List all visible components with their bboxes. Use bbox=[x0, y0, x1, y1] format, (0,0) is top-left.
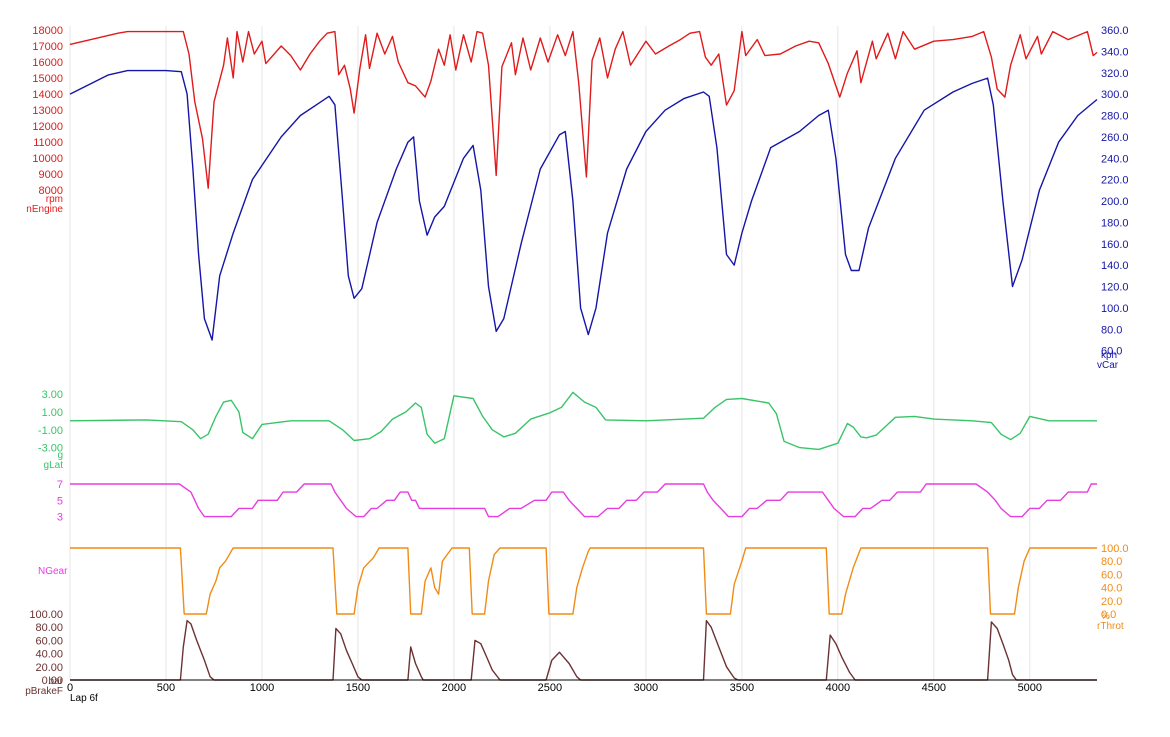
axis-name-vcar: vCar bbox=[1097, 360, 1119, 371]
y-tick-vcar: 160.0 bbox=[1101, 239, 1129, 251]
axis-name-pbrakef: pBrakeF bbox=[25, 686, 63, 697]
y-tick-vcar: 120.0 bbox=[1101, 282, 1129, 294]
x-tick-label: 5000 bbox=[1018, 682, 1042, 694]
y-tick-vcar: 80.0 bbox=[1101, 324, 1122, 336]
y-tick-pbrakef: 100.00 bbox=[29, 609, 63, 621]
x-tick-label: 3500 bbox=[730, 682, 754, 694]
y-tick-vcar: 180.0 bbox=[1101, 217, 1129, 229]
axis-name-nengine: nEngine bbox=[26, 204, 63, 215]
y-tick-nengine: 16000 bbox=[32, 57, 63, 69]
axis-unit-vcar: kph bbox=[1101, 350, 1117, 361]
y-tick-rthrot: 60.0 bbox=[1101, 569, 1122, 581]
x-tick-label: 4500 bbox=[922, 682, 946, 694]
series-ngear-line bbox=[70, 483, 1097, 518]
x-tick-label: 2000 bbox=[442, 682, 466, 694]
y-tick-rthrot: 100.0 bbox=[1101, 543, 1129, 555]
y-tick-nengine: 11000 bbox=[33, 137, 63, 149]
y-tick-pbrakef: 40.00 bbox=[35, 649, 63, 661]
x-tick-label: 3000 bbox=[634, 682, 658, 694]
y-tick-vcar: 320.0 bbox=[1101, 68, 1129, 80]
y-tick-ngear: 3 bbox=[57, 512, 63, 524]
y-tick-vcar: 300.0 bbox=[1101, 89, 1129, 101]
y-tick-rthrot: 80.0 bbox=[1101, 556, 1122, 568]
x-gridlines bbox=[69, 26, 1031, 680]
y-tick-pbrakef: 60.00 bbox=[35, 635, 63, 647]
y-tick-glat: -3.00 bbox=[38, 443, 63, 455]
y-tick-pbrakef: 80.00 bbox=[35, 622, 63, 634]
x-tick-label: 1500 bbox=[346, 682, 370, 694]
y-tick-nengine: 15000 bbox=[32, 73, 63, 85]
y-tick-rthrot: 40.0 bbox=[1101, 583, 1122, 595]
y-tick-vcar: 140.0 bbox=[1101, 260, 1129, 272]
axis-name-ngear: NGear bbox=[38, 566, 68, 577]
axis-unit-glat: g bbox=[57, 450, 63, 461]
y-tick-rthrot: 0.0 bbox=[1101, 609, 1116, 621]
y-tick-nengine: 9000 bbox=[39, 169, 63, 181]
y-tick-vcar: 360.0 bbox=[1101, 25, 1129, 37]
y-tick-ngear: 5 bbox=[57, 495, 63, 507]
x-tick-label: 500 bbox=[157, 682, 175, 694]
axis-unit-pbrakef: bar bbox=[49, 676, 64, 687]
series-nengine-line bbox=[69, 30, 1098, 189]
y-tick-vcar: 240.0 bbox=[1101, 153, 1129, 165]
series-glat-line bbox=[69, 391, 1097, 451]
axis-name-glat: gLat bbox=[44, 460, 64, 471]
series-vcar-line bbox=[69, 69, 1098, 341]
x-tick-label: 0 bbox=[67, 682, 73, 694]
series-pbrakef-line bbox=[70, 619, 1097, 681]
y-tick-nengine: 14000 bbox=[32, 89, 63, 101]
y-tick-glat: 1.00 bbox=[42, 407, 63, 419]
y-tick-pbrakef: 0.00 bbox=[42, 675, 63, 687]
axis-unit-rthrot: % bbox=[1101, 611, 1110, 622]
y-tick-nengine: 8000 bbox=[39, 185, 63, 197]
x-tick-label: 4000 bbox=[826, 682, 850, 694]
y-tick-vcar: 340.0 bbox=[1101, 46, 1129, 58]
axis-unit-nengine: rpm bbox=[46, 194, 63, 205]
x-tick-label: 2500 bbox=[538, 682, 562, 694]
y-tick-vcar: 60.0 bbox=[1101, 346, 1122, 358]
y-tick-nengine: 17000 bbox=[32, 41, 63, 53]
y-tick-ngear: 7 bbox=[57, 479, 63, 491]
y-tick-glat: 3.00 bbox=[42, 389, 63, 401]
y-tick-vcar: 280.0 bbox=[1101, 111, 1129, 123]
y-tick-vcar: 100.0 bbox=[1101, 303, 1129, 315]
y-tick-nengine: 18000 bbox=[32, 25, 63, 37]
y-tick-vcar: 220.0 bbox=[1101, 175, 1129, 187]
y-tick-pbrakef: 20.00 bbox=[35, 662, 63, 674]
y-tick-nengine: 10000 bbox=[32, 153, 63, 165]
y-tick-vcar: 200.0 bbox=[1101, 196, 1129, 208]
x-tick-label: 1000 bbox=[250, 682, 274, 694]
y-tick-vcar: 260.0 bbox=[1101, 132, 1129, 144]
y-tick-nengine: 13000 bbox=[32, 105, 63, 117]
y-tick-nengine: 12000 bbox=[32, 121, 63, 133]
axis-name-rthrot: rThrot bbox=[1097, 621, 1124, 632]
y-tick-rthrot: 20.0 bbox=[1101, 596, 1122, 608]
x-axis-label: Lap 6f bbox=[70, 693, 98, 704]
y-tick-glat: -1.00 bbox=[38, 425, 63, 437]
series-rthrot-line bbox=[70, 547, 1097, 615]
